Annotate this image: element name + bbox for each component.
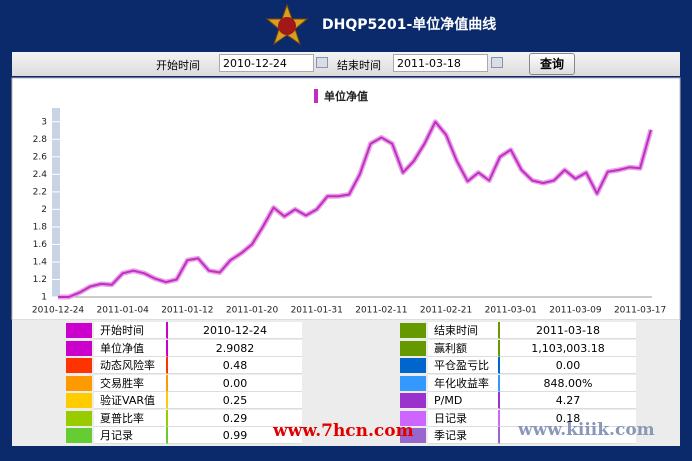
stat-value: 2.9082	[168, 339, 302, 357]
stat-value: 4.27	[500, 392, 636, 409]
stats-row: 验证VAR值 0.25	[66, 392, 302, 409]
stat-label: 单位净值	[94, 339, 168, 357]
calendar-button[interactable]	[491, 57, 503, 68]
y-tick-label: 1.4	[33, 257, 48, 267]
stat-label: 夏普比率	[94, 409, 168, 427]
stat-value: 0.18	[500, 409, 636, 427]
y-tick-label: 2.4	[33, 170, 48, 180]
stats-row: 结束时间 2011-03-18	[400, 322, 636, 339]
stats-row: 赢利额 1,103,003.18	[400, 339, 636, 357]
x-tick-label: 2010-12-24	[32, 306, 85, 316]
page-title: DHQP5201-单位净值曲线	[322, 17, 497, 33]
line	[58, 120, 652, 298]
stat-label: 交易胜率	[94, 374, 168, 392]
y-axis-bar	[52, 108, 60, 297]
color-swatch	[66, 410, 92, 426]
y-tick-label: 2.6	[33, 152, 48, 162]
stat-label: P/MD	[428, 392, 500, 409]
color-swatch	[400, 393, 426, 408]
stats-row: 月记录 0.99	[66, 427, 302, 444]
color-swatch	[66, 375, 92, 391]
color-swatch	[66, 323, 92, 338]
stat-value: 2011-03-18	[500, 322, 636, 339]
stats-row: 开始时间 2010-12-24	[66, 322, 302, 339]
stat-value: 0.25	[168, 392, 302, 409]
stat-label: 验证VAR值	[94, 392, 168, 409]
end-label: 结束时间	[337, 59, 381, 72]
color-swatch	[66, 358, 92, 373]
stats-table: 开始时间 2010-12-24 单位净值 2.9082 动态风险率 0.48 交易胜率 0.0…	[12, 320, 680, 446]
watermark: www.kiiik.com	[518, 420, 655, 440]
query-button[interactable]: 查询	[529, 53, 575, 75]
stat-label: 赢利额	[428, 339, 500, 357]
x-tick-label: 2011-02-21	[420, 306, 472, 316]
color-swatch	[400, 428, 426, 443]
y-tick-label: 1.8	[33, 222, 48, 232]
stats-row: P/MD 4.27	[400, 392, 636, 409]
legend-swatch	[314, 89, 318, 103]
y-tick-label: 1.6	[33, 240, 48, 250]
x-tick-label: 2011-01-31	[291, 306, 343, 316]
stat-label: 日记录	[428, 409, 500, 427]
stat-label: 开始时间	[94, 322, 168, 339]
logo	[265, 4, 309, 46]
stat-label: 年化收益率	[428, 374, 500, 392]
color-swatch	[66, 428, 92, 443]
y-tick-label: 1.2	[33, 275, 47, 285]
stat-value: 0.00	[500, 357, 636, 374]
stat-label: 结束时间	[428, 322, 500, 339]
stats-row: 单位净值 2.9082	[66, 339, 302, 357]
stat-value: 0.99	[168, 427, 302, 444]
color-swatch	[66, 340, 92, 356]
x-tick-label: 2011-01-12	[161, 306, 213, 316]
watermark: www.7hcn.com	[273, 421, 414, 441]
stat-label: 平仓盈亏比	[428, 357, 500, 374]
stats-row: 日记录 0.18	[400, 409, 636, 427]
chart-panel	[11, 77, 681, 320]
x-tick-label: 2011-01-20	[226, 306, 279, 316]
y-tick-label: 2.2	[33, 187, 47, 197]
stat-value: 0.00	[168, 374, 302, 392]
end-input[interactable]: 2011-03-18	[393, 54, 488, 72]
color-swatch	[400, 340, 426, 356]
color-swatch	[66, 393, 92, 408]
stats-row: 季记录	[400, 427, 636, 444]
stats-row: 动态风险率 0.48	[66, 357, 302, 374]
stat-label: 季记录	[428, 427, 500, 444]
stat-value-cell	[500, 427, 636, 444]
x-tick-label: 2011-03-01	[485, 306, 537, 316]
y-tick-label: 3	[41, 117, 47, 127]
legend-label: 单位净值	[324, 89, 368, 103]
stats-row: 夏普比率 0.29	[66, 409, 302, 427]
start-input[interactable]: 2010-12-24	[219, 54, 314, 72]
color-swatch	[400, 358, 426, 373]
y-tick-label: 2.8	[33, 135, 48, 145]
stats-row: 年化收益率 848.00%	[400, 374, 636, 392]
color-swatch	[400, 375, 426, 391]
x-tick-label: 2011-03-17	[614, 306, 666, 316]
x-tick-label: 2011-03-09	[549, 306, 602, 316]
x-tick-label: 2011-02-11	[355, 306, 407, 316]
stats-row: 交易胜率 0.00	[66, 374, 302, 392]
stat-label: 动态风险率	[94, 357, 168, 374]
calendar-button[interactable]	[316, 57, 328, 68]
stat-value: 2010-12-24	[168, 322, 302, 339]
stat-label: 月记录	[94, 427, 168, 444]
start-label: 开始时间	[156, 59, 200, 72]
stats-row: 平仓盈亏比 0.00	[400, 357, 636, 374]
toolbar: 开始时间 2010-12-24 结束时间 2011-03-18 查询	[12, 52, 680, 76]
stat-value: 0.29	[168, 409, 302, 427]
color-swatch	[400, 323, 426, 338]
y-tick-label: 2	[41, 205, 47, 215]
stat-value: 848.00%	[500, 374, 636, 392]
y-tick-label: 1	[41, 293, 47, 303]
color-swatch	[400, 410, 426, 426]
stat-value: 0.48	[168, 357, 302, 374]
x-tick-label: 2011-01-04	[97, 306, 150, 316]
chart: 单位净值 1 1.2 1.4 1.6 1.8 2 2.2 2.4 2.6 2.8 3 2010-12-…	[11, 77, 681, 320]
stat-value: 1,103,003.18	[500, 339, 636, 357]
